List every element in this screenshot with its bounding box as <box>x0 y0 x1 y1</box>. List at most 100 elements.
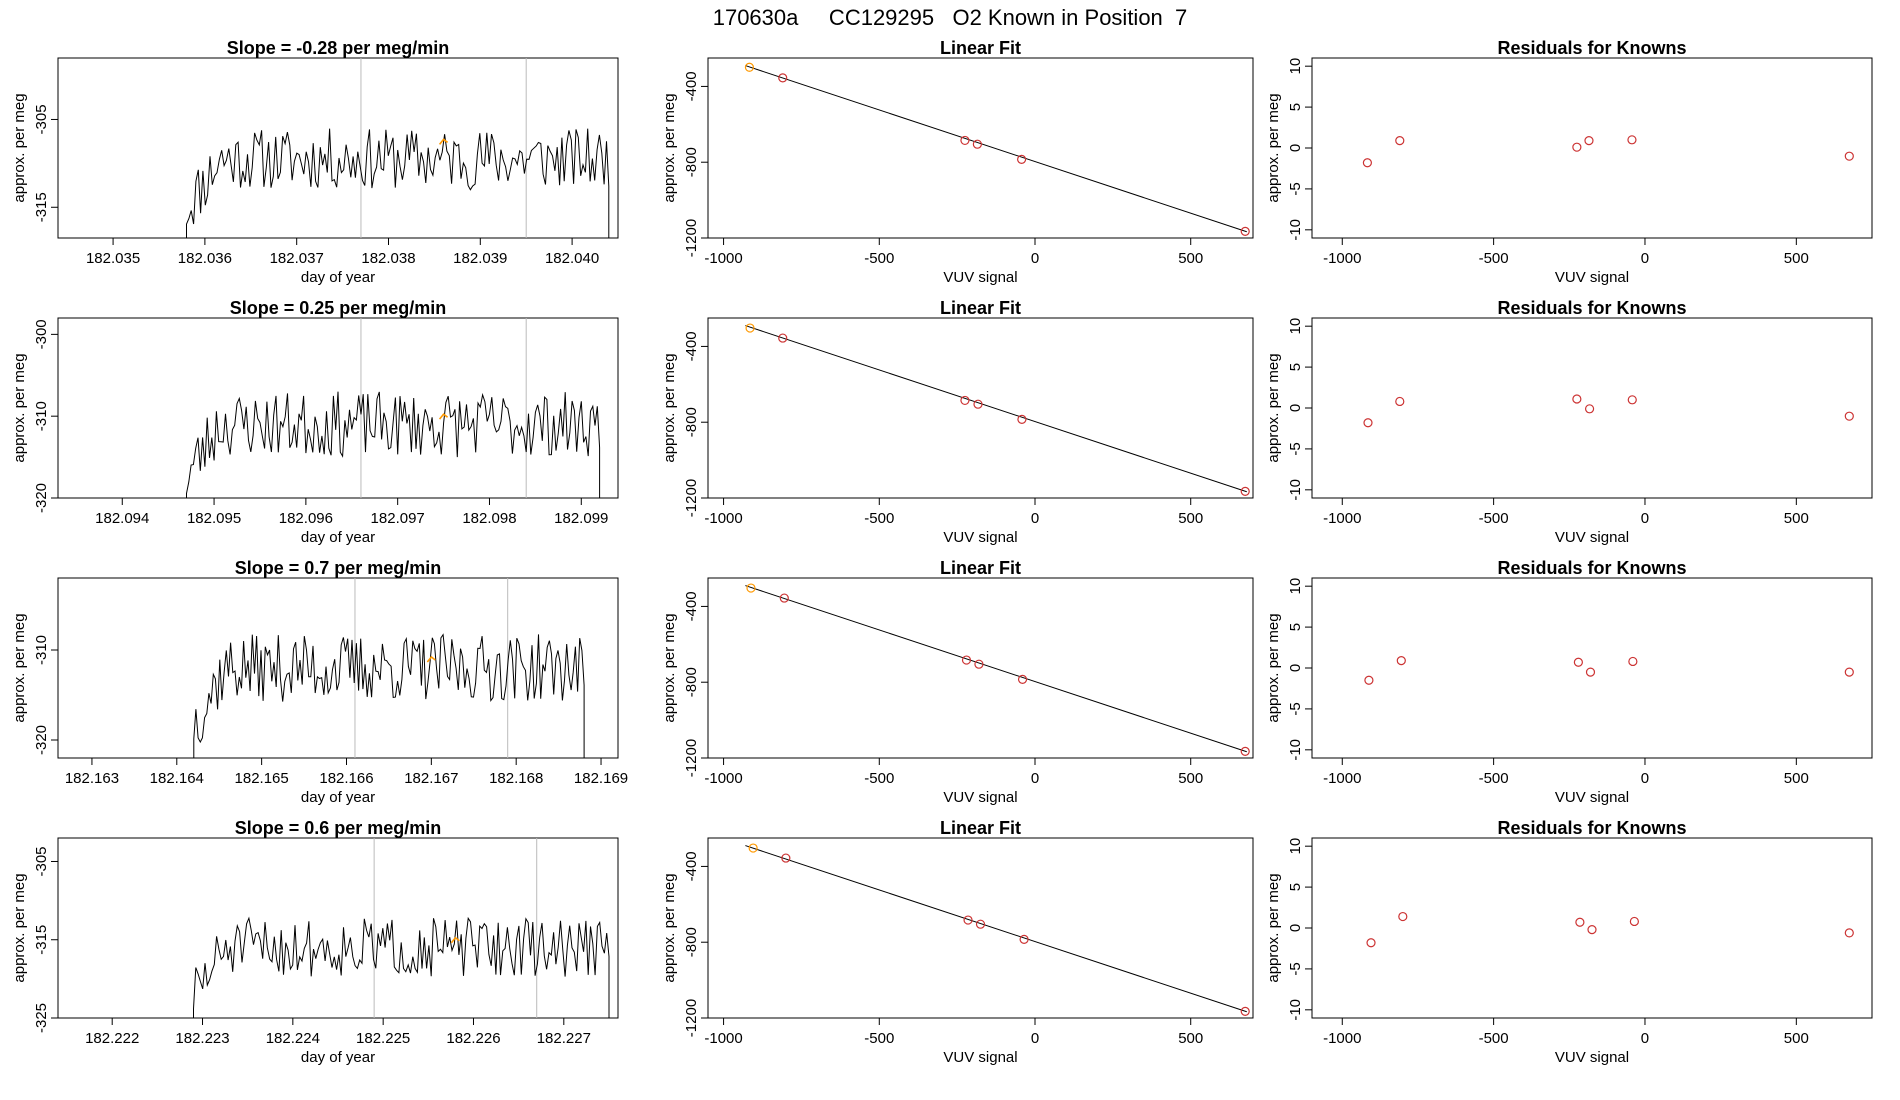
residuals-row-1: Residuals for Knowns -1000 -500 0 500 VUV sig… <box>1265 38 1873 286</box>
linear-fit-row-3: Linear Fit -1000 -500 0 500 VUV signal -400 -80… <box>661 558 1254 806</box>
plot-frame <box>707 577 1254 759</box>
data-point <box>1844 151 1854 161</box>
panel-title: Slope = 0.25 per meg/min <box>230 298 447 318</box>
x-tick-label: 182.096 <box>279 510 333 527</box>
y-tick-label: -10 <box>1287 739 1304 761</box>
x-tick-label: 182.036 <box>178 250 232 267</box>
x-tick-label: 182.039 <box>453 250 507 267</box>
data-point <box>1572 142 1582 152</box>
x-tick-label: -500 <box>864 770 894 787</box>
data-point <box>1395 136 1405 146</box>
x-tick-label: 182.097 <box>371 510 425 527</box>
data-point <box>1585 667 1596 677</box>
data-point <box>1587 925 1597 935</box>
x-tick-label: 182.166 <box>319 770 373 787</box>
signal-trace <box>193 633 585 758</box>
data-point <box>1019 934 1029 944</box>
y-axis-label: approx. per meg <box>661 873 678 982</box>
data-point <box>1628 656 1638 667</box>
data-point <box>1629 916 1639 927</box>
y-tick-label: -1200 <box>683 999 700 1037</box>
x-tick-label: -500 <box>1479 250 1509 267</box>
y-tick-label: -10 <box>1287 479 1304 501</box>
panel-title: Residuals for Knowns <box>1497 298 1686 318</box>
data-point <box>963 915 973 925</box>
y-tick-label: 0 <box>1287 404 1304 412</box>
y-axis: -400 -800 -1200 <box>683 851 708 1037</box>
x-tick-label: 182.040 <box>545 250 599 267</box>
sample-marker <box>426 655 436 663</box>
linear-fit-row-2: Linear Fit -1000 -500 0 500 VUV signal -400 -80… <box>661 298 1254 546</box>
data-point <box>1240 1006 1250 1016</box>
y-axis: -400 -800 -1200 <box>683 71 708 257</box>
highlighted-point <box>746 583 756 593</box>
y-axis-label: approx. per meg <box>1265 613 1282 722</box>
y-tick-label: -10 <box>1287 999 1304 1021</box>
x-tick-label: -1000 <box>704 770 742 787</box>
fit-line <box>745 325 1247 493</box>
y-axis-label: approx. per meg <box>11 93 28 202</box>
x-tick-label: -1000 <box>704 1030 742 1047</box>
y-tick-label: -800 <box>683 667 700 697</box>
y-tick-label: 10 <box>1287 838 1304 855</box>
y-axis-label: approx. per meg <box>661 353 678 462</box>
y-axis: 10 5 0 -5 -10 <box>1287 58 1312 241</box>
x-tick-label: 182.226 <box>446 1030 500 1047</box>
x-tick-label: 182.224 <box>266 1030 320 1047</box>
data-point <box>1398 911 1408 922</box>
x-axis: 182.222 182.223 182.224 182.225 182.226 182.2… <box>85 1018 591 1047</box>
y-tick-label: -305 <box>33 104 50 134</box>
fit-line <box>745 65 1247 233</box>
panel-title: Slope = 0.7 per meg/min <box>235 558 442 578</box>
data-point <box>778 333 788 343</box>
x-tick-label: 182.167 <box>404 770 458 787</box>
data-point <box>1363 418 1373 428</box>
x-tick-label: -1000 <box>704 250 742 267</box>
y-tick-label: -400 <box>683 71 700 101</box>
data-point <box>1584 404 1595 414</box>
x-tick-label: 182.035 <box>86 250 140 267</box>
y-axis: -300 -310 -320 <box>33 319 58 513</box>
y-axis-label: approx. per meg <box>11 873 28 982</box>
data-point <box>1627 135 1637 145</box>
x-tick-label: -1000 <box>1323 250 1361 267</box>
data-point <box>961 655 972 665</box>
y-axis: 10 5 0 -5 -10 <box>1287 838 1312 1021</box>
x-tick-label: -500 <box>864 250 894 267</box>
x-tick-label: 182.223 <box>175 1030 229 1047</box>
y-tick-label: -320 <box>33 725 50 755</box>
x-axis-label: VUV signal <box>943 529 1017 546</box>
x-tick-label: 500 <box>1784 510 1809 527</box>
x-axis-label: VUV signal <box>943 1049 1017 1066</box>
x-tick-label: 182.099 <box>554 510 608 527</box>
y-tick-label: -400 <box>683 331 700 361</box>
x-axis: -1000 -500 0 500 <box>704 758 1203 787</box>
x-axis: -1000 -500 0 500 <box>1323 758 1809 787</box>
y-tick-label: -310 <box>33 635 50 665</box>
y-tick-label: 0 <box>1287 664 1304 672</box>
y-tick-label: -5 <box>1287 182 1304 195</box>
y-tick-label: -1200 <box>683 479 700 517</box>
x-axis: 182.163 182.164 182.165 182.166 182.167 182.1… <box>65 758 628 787</box>
linear-fit-row-4: Linear Fit -1000 -500 0 500 VUV signal -400 -80… <box>661 818 1254 1066</box>
y-axis-label: approx. per meg <box>661 613 678 722</box>
y-tick-label: -320 <box>33 483 50 513</box>
data-point <box>1575 917 1585 927</box>
x-axis-label: VUV signal <box>1555 269 1629 286</box>
x-tick-label: 500 <box>1178 770 1203 787</box>
data-point <box>781 853 791 863</box>
x-tick-label: -500 <box>1479 510 1509 527</box>
highlighted-point <box>744 62 755 72</box>
data-point <box>779 593 789 603</box>
x-tick-label: 182.225 <box>356 1030 410 1047</box>
plot-frame <box>707 317 1254 499</box>
data-point <box>1572 394 1582 404</box>
sample-marker <box>438 413 449 420</box>
page-title: 170630a CC129295 O2 Known in Position 7 <box>713 5 1188 30</box>
y-tick-label: -305 <box>33 846 50 876</box>
y-axis: -310 -320 <box>33 635 58 755</box>
data-point <box>1573 657 1583 667</box>
data-point <box>1844 411 1854 421</box>
